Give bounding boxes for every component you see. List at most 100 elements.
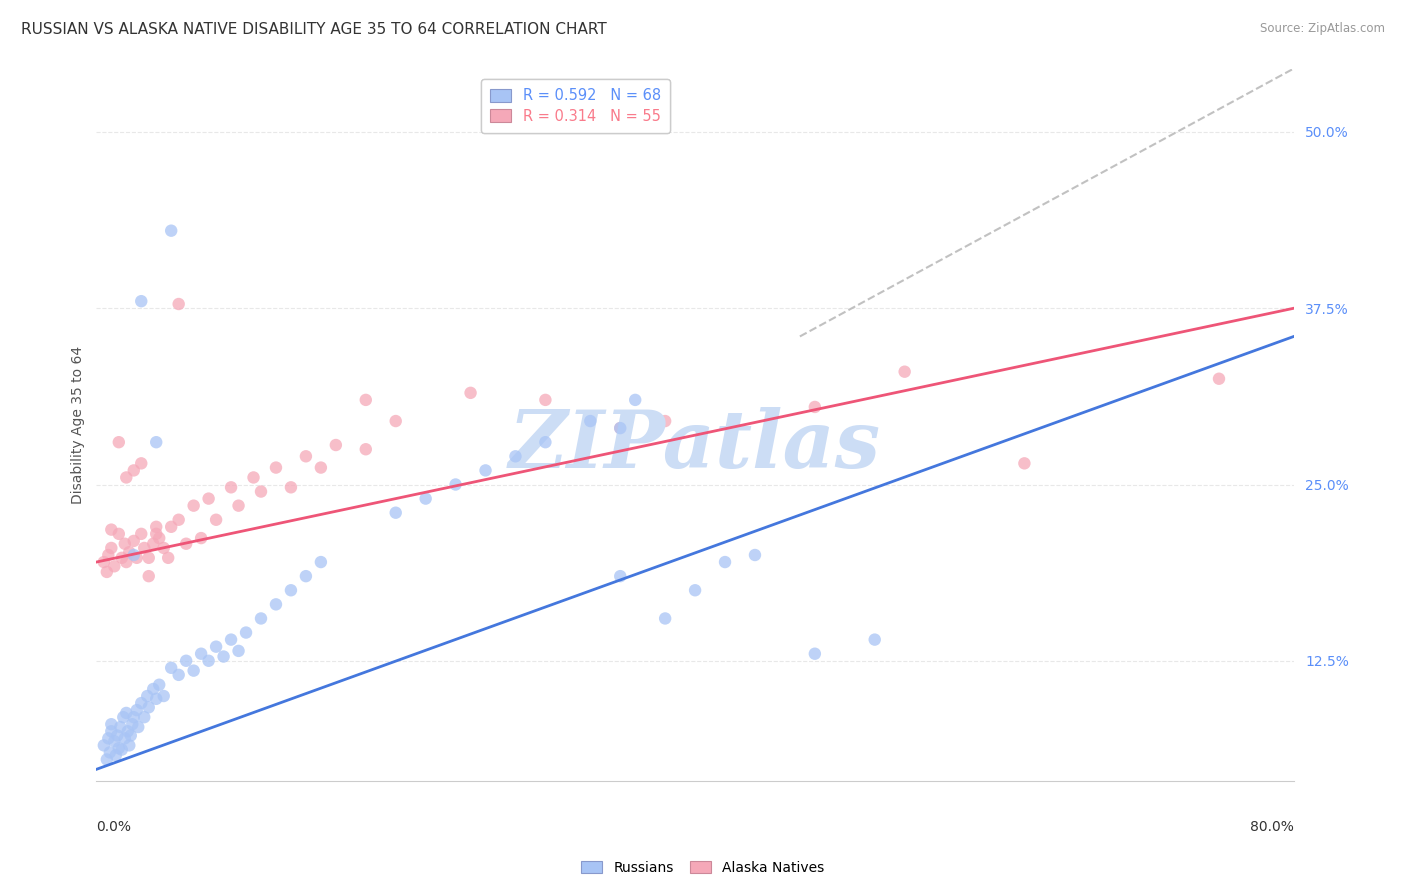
Point (197, 654, 219, 668)
Point (105, 729, 128, 743)
Point (107, 741, 129, 756)
Point (100, 541, 122, 555)
Text: RUSSIAN VS ALASKA NATIVE DISABILITY AGE 35 TO 64 CORRELATION CHART: RUSSIAN VS ALASKA NATIVE DISABILITY AGE … (21, 22, 607, 37)
Point (384, 414, 406, 428)
Point (157, 550, 180, 565)
Point (354, 392, 377, 407)
Point (190, 647, 212, 661)
Point (654, 414, 676, 428)
Point (219, 480, 242, 494)
Point (148, 678, 170, 692)
Point (295, 450, 318, 464)
Point (444, 477, 467, 491)
Point (125, 550, 148, 565)
Legend: R = 0.592   N = 68, R = 0.314   N = 55: R = 0.592 N = 68, R = 0.314 N = 55 (481, 79, 669, 133)
Point (683, 583, 706, 598)
Point (97, 548, 120, 562)
Point (1208, 372, 1230, 386)
Point (100, 523, 122, 537)
Point (97, 731, 120, 746)
Point (309, 460, 332, 475)
Point (167, 668, 190, 682)
Point (96, 565, 118, 579)
Point (167, 513, 190, 527)
Point (152, 541, 174, 555)
Point (893, 365, 915, 379)
Point (295, 569, 318, 583)
Point (103, 734, 125, 748)
Point (111, 742, 134, 756)
Point (93, 555, 115, 569)
Point (242, 470, 264, 484)
Point (115, 470, 138, 484)
Point (114, 731, 136, 746)
Text: ZIPatlas: ZIPatlas (509, 407, 882, 484)
Point (120, 729, 142, 743)
Point (250, 611, 273, 625)
Point (122, 463, 145, 477)
Point (129, 526, 152, 541)
Point (174, 654, 197, 668)
Point (205, 513, 228, 527)
Point (579, 414, 602, 428)
Point (142, 537, 165, 551)
Point (219, 632, 242, 647)
Point (98, 746, 121, 760)
Point (152, 689, 174, 703)
Point (148, 531, 170, 545)
Point (190, 531, 212, 545)
Point (325, 438, 347, 452)
Text: 80.0%: 80.0% (1250, 820, 1294, 834)
Point (103, 559, 125, 574)
Point (212, 649, 235, 664)
Point (384, 506, 406, 520)
Point (121, 717, 143, 731)
Point (125, 703, 148, 717)
Point (354, 442, 377, 457)
Point (129, 456, 152, 470)
Point (142, 681, 165, 696)
Point (118, 739, 141, 753)
Point (100, 724, 122, 739)
Legend: Russians, Alaska Natives: Russians, Alaska Natives (576, 855, 830, 880)
Point (264, 460, 287, 475)
Point (160, 224, 183, 238)
Point (118, 545, 141, 559)
Point (474, 463, 496, 477)
Point (160, 661, 183, 675)
Point (280, 480, 302, 494)
Point (115, 706, 138, 720)
Point (228, 499, 250, 513)
Point (134, 710, 156, 724)
Point (145, 520, 167, 534)
Point (534, 392, 557, 407)
Point (167, 297, 190, 311)
Point (609, 421, 631, 435)
Point (145, 435, 167, 450)
Point (127, 720, 149, 734)
Point (138, 550, 160, 565)
Point (264, 598, 287, 612)
Point (114, 537, 136, 551)
Point (93, 739, 115, 753)
Point (122, 710, 145, 724)
Point (129, 294, 152, 309)
Point (183, 664, 205, 678)
Y-axis label: Disability Age 35 to 64: Disability Age 35 to 64 (72, 345, 86, 504)
Point (107, 526, 129, 541)
Point (96, 752, 118, 766)
Point (609, 421, 631, 435)
Point (624, 392, 647, 407)
Point (714, 555, 737, 569)
Point (183, 499, 205, 513)
Point (460, 385, 482, 400)
Point (309, 555, 332, 569)
Point (197, 491, 219, 506)
Point (534, 435, 557, 450)
Point (804, 400, 827, 414)
Point (138, 700, 160, 714)
Point (129, 696, 152, 710)
Point (160, 520, 183, 534)
Point (250, 484, 273, 499)
Point (107, 435, 129, 450)
